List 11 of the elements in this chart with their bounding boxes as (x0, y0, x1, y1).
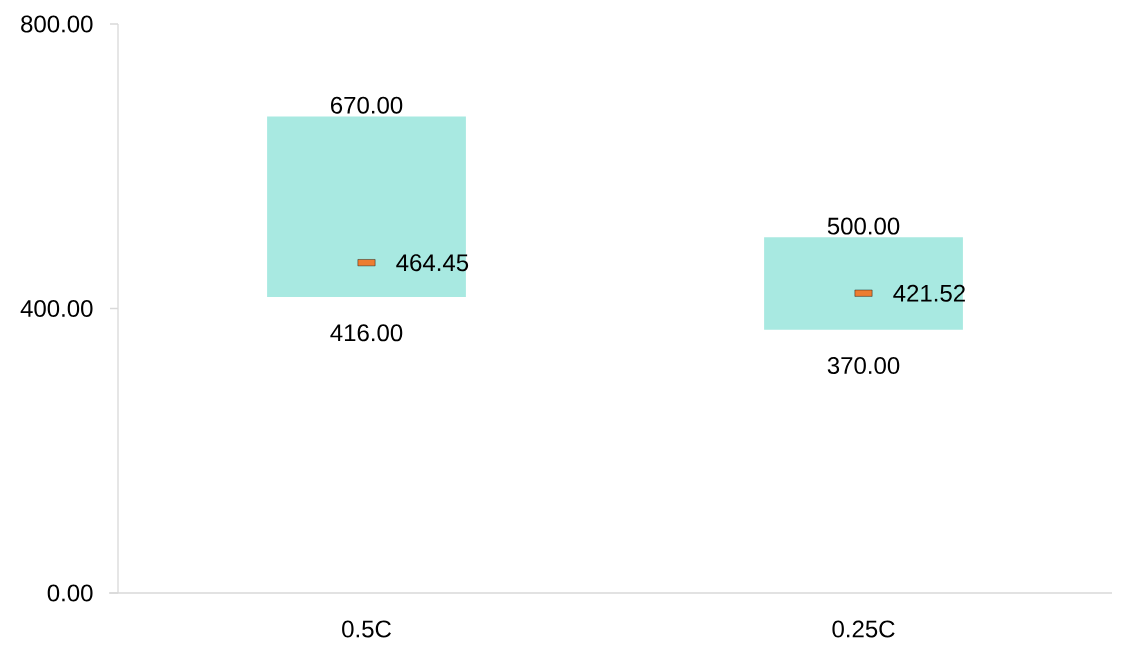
data-label: 421.52 (893, 284, 965, 302)
data-label: 464.45 (396, 254, 469, 272)
annotation: 370.00 (827, 357, 900, 375)
annotation: 500.00 (827, 217, 900, 235)
x-tick-label: 0.25C (832, 620, 895, 638)
y-tick-label: 400.00 (20, 299, 93, 317)
annotation: 670.00 (331, 96, 403, 114)
y-tick-label: 800.00 (21, 15, 93, 33)
annotation: 416.00 (330, 324, 403, 342)
y-tick-label: 0.00 (47, 584, 93, 602)
x-tick-label: 0.5C (342, 620, 391, 638)
